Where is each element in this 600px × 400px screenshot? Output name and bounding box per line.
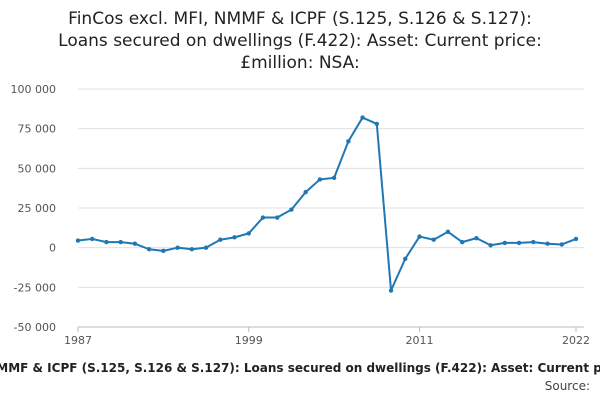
- data-point[interactable]: [104, 239, 109, 245]
- data-point[interactable]: [403, 256, 408, 261]
- chart-title-line-3: £million: NSA:: [240, 53, 359, 73]
- data-point[interactable]: [303, 189, 308, 195]
- chart-title-line-1: FinCos excl. MFI, NMMF & ICPF (S.125, S.…: [68, 9, 532, 29]
- series: [75, 115, 579, 293]
- data-point[interactable]: [488, 243, 493, 248]
- data-point[interactable]: [388, 288, 394, 293]
- data-point[interactable]: [175, 245, 180, 250]
- data-point[interactable]: [246, 231, 251, 236]
- data-point[interactable]: [417, 234, 422, 239]
- data-point[interactable]: [189, 247, 195, 252]
- data-point[interactable]: [203, 245, 209, 250]
- grid: [78, 88, 584, 328]
- y-tick-label: 100 000: [11, 83, 57, 96]
- data-point[interactable]: [474, 235, 479, 241]
- data-point[interactable]: [218, 237, 223, 242]
- legend-entry: FinCos excl. MFI, NMMF & ICPF (S.125, S.…: [0, 361, 600, 375]
- chart-title-line-2: Loans secured on dwellings (F.422): Asse…: [58, 31, 542, 51]
- data-point[interactable]: [360, 115, 365, 120]
- y-tick-label: 75 000: [18, 123, 57, 136]
- data-point[interactable]: [146, 247, 152, 252]
- y-tick-label: -25 000: [14, 281, 56, 294]
- data-point[interactable]: [161, 248, 166, 254]
- x-tick-label: 1999: [235, 334, 263, 347]
- data-point[interactable]: [331, 175, 337, 181]
- y-axis: 100 000 75 000 50 000 25 000 0 -25 000 -50 000: [11, 83, 57, 334]
- data-point[interactable]: [516, 240, 522, 246]
- data-point[interactable]: [374, 121, 379, 127]
- data-point[interactable]: [346, 139, 351, 144]
- x-axis: 1987 1999 2011 2022: [64, 326, 590, 347]
- y-tick-label: 50 000: [18, 162, 57, 175]
- data-point[interactable]: [317, 177, 323, 182]
- data-point[interactable]: [573, 236, 579, 242]
- data-point[interactable]: [260, 215, 266, 220]
- data-point[interactable]: [289, 207, 294, 212]
- x-tick-label: 1987: [64, 334, 92, 347]
- data-point[interactable]: [545, 241, 550, 246]
- y-tick-label: 0: [49, 242, 56, 255]
- data-point[interactable]: [559, 242, 564, 247]
- data-point[interactable]: [459, 239, 465, 245]
- data-point[interactable]: [531, 239, 536, 245]
- data-point[interactable]: [90, 236, 95, 242]
- data-point[interactable]: [132, 241, 138, 246]
- data-point[interactable]: [431, 237, 436, 242]
- y-tick-label: -50 000: [14, 321, 56, 334]
- y-tick-label: 25 000: [18, 202, 57, 215]
- data-point[interactable]: [502, 240, 508, 246]
- series-line: [77, 116, 577, 292]
- data-point[interactable]: [75, 238, 81, 243]
- data-point[interactable]: [445, 229, 451, 234]
- data-point[interactable]: [118, 239, 123, 245]
- source-label: Source:: [545, 379, 590, 393]
- x-tick-label: 2011: [405, 334, 433, 347]
- chart-title: FinCos excl. MFI, NMMF & ICPF (S.125, S.…: [58, 9, 542, 73]
- x-tick-label: 2022: [562, 334, 590, 347]
- data-point[interactable]: [232, 235, 237, 240]
- data-point[interactable]: [275, 215, 280, 220]
